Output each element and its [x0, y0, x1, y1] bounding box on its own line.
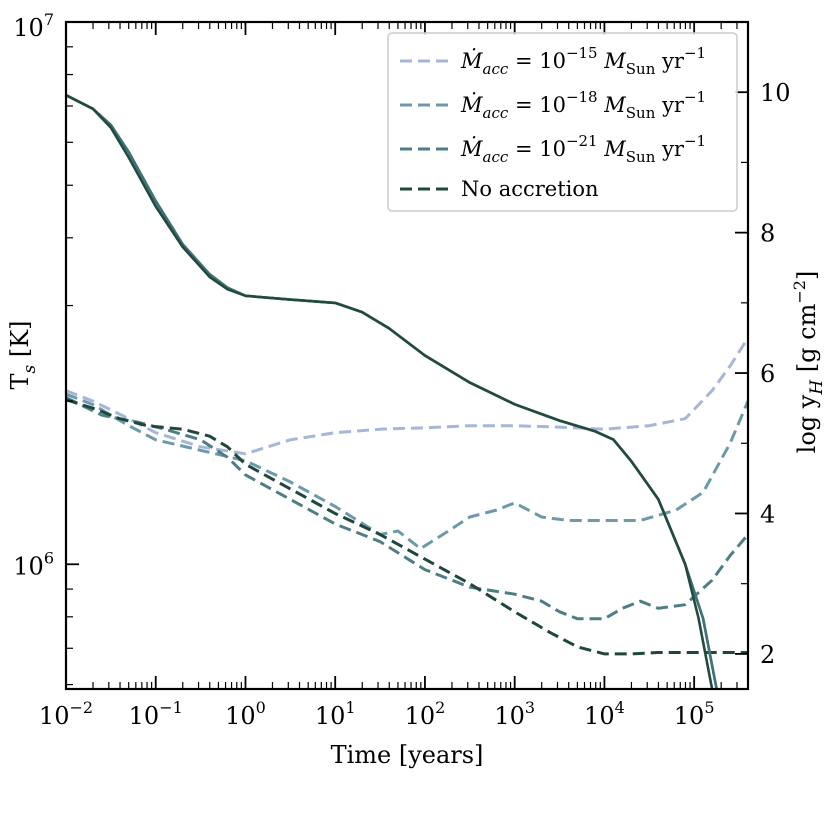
y-right-tick-label: 6 — [760, 360, 775, 388]
x-tick-label: 103 — [494, 698, 535, 730]
x-tick-exponent: −2 — [69, 698, 93, 717]
x-tick-base: 10 — [584, 702, 615, 730]
plot-frame — [64, 20, 750, 691]
y-right-title-exponent: −2 — [790, 280, 809, 304]
x-tick-exponent: −1 — [159, 698, 183, 717]
y-left-tick-base: 10 — [13, 552, 44, 580]
legend-exponent: −21 — [566, 132, 598, 150]
legend-box — [387, 32, 738, 212]
temperature-series-line-3 — [66, 94, 714, 689]
x-tick-label: 105 — [674, 698, 715, 730]
legend-mdot-sub: acc — [483, 60, 509, 78]
legend-mdot-sub: acc — [483, 104, 509, 122]
plot-data-group — [66, 94, 748, 689]
x-tick-label: 10−1 — [129, 698, 183, 730]
y-left-tick-exponent: 7 — [44, 10, 54, 29]
x-tick-label: 104 — [584, 698, 625, 730]
legend-equals: = 10 — [508, 137, 566, 161]
y-right-title-sub: H — [807, 379, 827, 396]
legend-year-exponent: −1 — [684, 44, 706, 62]
legend-year: yr — [655, 93, 685, 117]
y-right-tick-label: 10 — [760, 79, 791, 107]
x-tick-exponent: 2 — [435, 698, 445, 717]
legend-label-1: Ṁacc = 10−15 MSun yr−1 — [460, 44, 706, 78]
column-series-line-2 — [66, 392, 748, 551]
y-right-tick-label: 8 — [760, 220, 775, 248]
legend-mass-unit-sub: Sun — [626, 148, 656, 166]
x-tick-exponent: 1 — [345, 698, 355, 717]
y-right-axis-title: log yH [g cm−2] — [790, 271, 827, 454]
x-tick-exponent: 0 — [256, 698, 266, 717]
x-tick-base: 10 — [674, 702, 705, 730]
y-right-title-close: ] — [793, 271, 821, 280]
y-left-tick-exponent: 6 — [44, 548, 54, 567]
legend-equals: = 10 — [508, 93, 566, 117]
legend-plain-label: No accretion — [461, 177, 599, 201]
x-tick-base: 10 — [494, 702, 525, 730]
legend-label-3: Ṁacc = 10−21 MSun yr−1 — [460, 132, 706, 166]
y-left-title-sub: s — [20, 365, 40, 374]
y-left-tick-base: 10 — [13, 14, 44, 42]
x-tick-base: 10 — [315, 702, 346, 730]
x-tick-base: 10 — [129, 702, 160, 730]
axis-layer: 10−2 10−1 100 101 102 103 104 105106107246810Ti… — [6, 10, 827, 769]
column-series-line-3 — [66, 396, 748, 621]
x-tick-label: 100 — [225, 698, 266, 730]
legend-year: yr — [655, 49, 685, 73]
plot-layer — [66, 94, 748, 689]
legend-equals: = 10 — [508, 49, 566, 73]
x-axis-title: Time [years] — [331, 741, 484, 769]
legend-mass-unit: M — [598, 93, 627, 117]
legend-exponent: −15 — [566, 44, 598, 62]
legend-label-4: No accretion — [461, 177, 599, 201]
y-left-title-main: T — [6, 374, 34, 390]
y-left-title-unit: [K] — [6, 320, 34, 364]
legend-year-exponent: −1 — [684, 132, 706, 150]
legend-exponent: −18 — [566, 88, 598, 106]
x-tick-exponent: 5 — [704, 698, 714, 717]
legend-year-exponent: −1 — [684, 88, 706, 106]
legend-mass-unit-sub: Sun — [626, 104, 656, 122]
x-tick-label: 102 — [405, 698, 446, 730]
x-tick-exponent: 4 — [615, 698, 625, 717]
x-tick-base: 10 — [405, 702, 436, 730]
x-tick-label: 10−2 — [39, 698, 93, 730]
x-tick-base: 10 — [39, 702, 70, 730]
legend-label-2: Ṁacc = 10−18 MSun yr−1 — [460, 88, 706, 122]
y-right-title-main: log y — [793, 394, 821, 453]
y-right-title-unit: [g cm — [793, 303, 821, 379]
legend-year: yr — [655, 137, 685, 161]
legend-mass-unit: M — [598, 49, 627, 73]
legend-mdot: Ṁ — [460, 137, 483, 161]
legend-mdot-sub: acc — [483, 148, 509, 166]
column-series-line-4 — [66, 398, 748, 656]
y-left-axis-title: Ts [K] — [6, 320, 40, 389]
legend-mass-unit-sub: Sun — [626, 60, 656, 78]
legend-mdot: Ṁ — [460, 93, 483, 117]
legend-mass-unit: M — [598, 137, 627, 161]
x-tick-base: 10 — [225, 702, 256, 730]
y-left-tick-label: 107 — [13, 10, 54, 42]
y-right-tick-label: 4 — [760, 500, 775, 528]
y-left-tick-label: 106 — [13, 548, 54, 580]
x-tick-exponent: 3 — [525, 698, 535, 717]
y-right-tick-label: 2 — [760, 641, 775, 669]
column-series-line-1 — [66, 337, 748, 456]
legend-mdot: Ṁ — [460, 49, 483, 73]
x-tick-label: 101 — [315, 698, 356, 730]
